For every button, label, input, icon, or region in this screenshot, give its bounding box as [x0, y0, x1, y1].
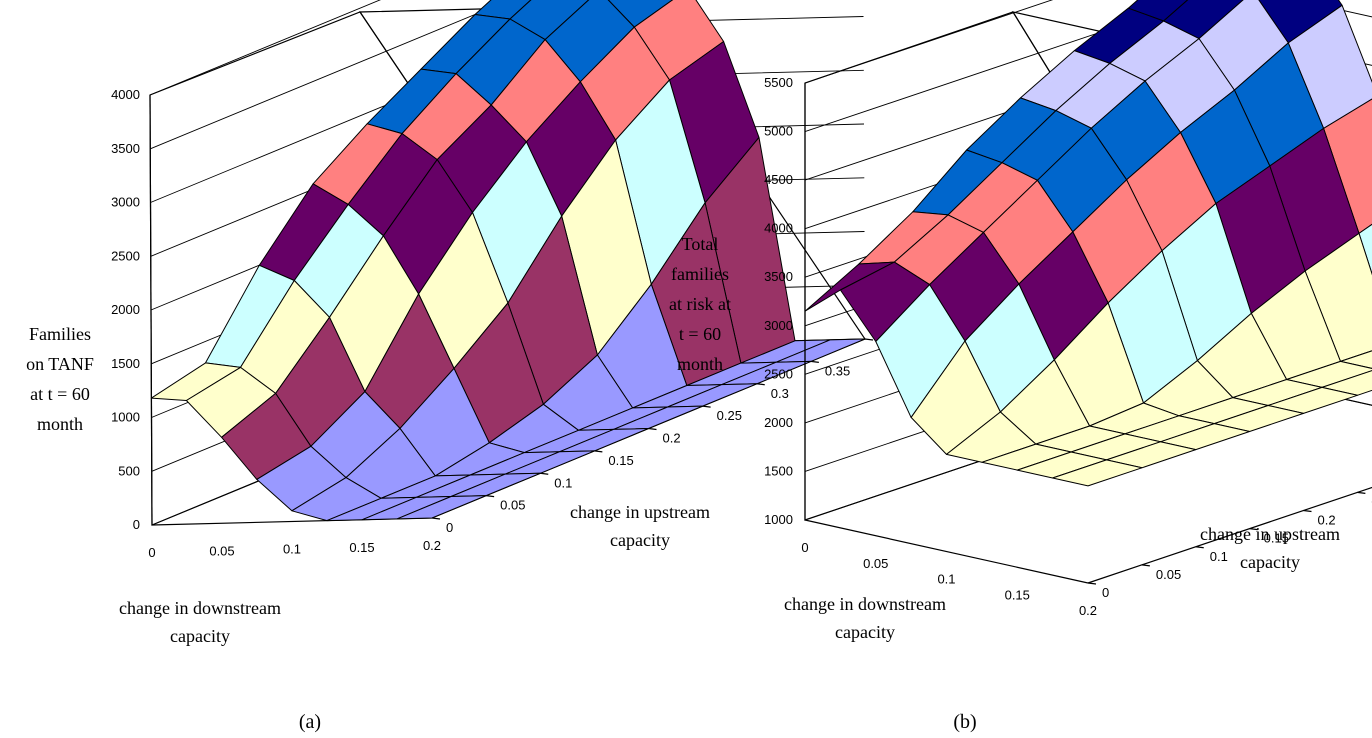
y-tick-mark [1195, 546, 1204, 549]
y-tick-label: 0 [446, 520, 453, 535]
z-axis-title: Total families at risk at t = 60 month [669, 234, 731, 374]
x-tick-label: 0.2 [1079, 603, 1097, 618]
y-tick-label: 0.15 [608, 453, 633, 468]
y-tick-mark [1141, 564, 1150, 567]
x-axis-line [804, 519, 1089, 584]
panel-caption: (b) [953, 711, 976, 733]
y-tick-mark [756, 383, 765, 386]
y-axis-title: change in upstream capacity [1200, 524, 1340, 572]
x-tick-label: 0.05 [209, 543, 234, 558]
y-tick-label: 0.2 [1318, 513, 1336, 528]
z-tick-label: 1500 [764, 463, 793, 478]
panel-a: 0 500 1000 1500 2000 2500 3000 3500 4000 0 0.05 0.1… [26, 0, 897, 733]
z-tick-label: 3500 [764, 269, 793, 284]
x-tick-label: 0.05 [863, 556, 888, 571]
z-tick-label: 4000 [764, 221, 793, 236]
z-tick-label: 2000 [764, 415, 793, 430]
z-axis-line [149, 94, 153, 526]
y-tick-mark [1303, 509, 1312, 513]
z-axis-title: Families on TANF at t = 60 month [26, 324, 94, 434]
y-axis-title: change in upstream capacity [570, 502, 710, 550]
z-tick-label: 2500 [111, 248, 140, 263]
z-tick-label: 1000 [111, 410, 140, 425]
z-gridline [804, 0, 1372, 133]
x-axis-title: change in downstream capacity [119, 598, 281, 646]
z-gridline [150, 0, 512, 150]
z-tick-label: 2500 [764, 366, 793, 381]
y-tick-label: 0.15 [1264, 531, 1289, 546]
surface-cell [1358, 223, 1372, 276]
z-tick-label: 3500 [111, 141, 140, 156]
z-tick-label: 3000 [111, 195, 140, 210]
surface-cell [1052, 459, 1143, 487]
surface-cell [396, 495, 487, 520]
x-tick-label: 0.15 [1005, 587, 1030, 602]
z-tick-label: 500 [118, 463, 140, 478]
y-tick-mark [648, 427, 657, 431]
y-tick-mark [431, 517, 441, 520]
y-tick-label: 0.3 [771, 386, 789, 401]
z-tick-label: 5500 [764, 75, 793, 90]
y-tick-label: 0 [1102, 585, 1109, 600]
z-tick-label: 0 [133, 517, 140, 532]
z-gridline [804, 0, 1054, 84]
x-axis-title: change in downstream capacity [784, 594, 946, 642]
y-tick-label: 0.35 [825, 363, 850, 378]
y-tick-mark [540, 472, 549, 475]
y-tick-label: 0.2 [663, 431, 681, 446]
y-tick-mark [702, 405, 711, 408]
z-tick-label: 1000 [764, 512, 793, 527]
x-tick-label: 0 [148, 545, 155, 560]
x-tick-label: 0.1 [283, 542, 301, 557]
panel-caption: (a) [299, 711, 321, 733]
z-tick-label: 3000 [764, 318, 793, 333]
z-tick-label: 4000 [111, 87, 140, 102]
y-tick-mark [1357, 491, 1366, 494]
x-tick-label: 0.1 [937, 572, 955, 587]
y-tick-mark [486, 495, 495, 498]
x-tick-label: 0.2 [423, 538, 441, 553]
y-tick-mark [1087, 582, 1097, 585]
y-tick-mark [810, 360, 819, 363]
y-tick-label: 0.1 [1210, 549, 1228, 564]
y-tick-label: 0.1 [554, 475, 572, 490]
y-tick-label: 0.05 [1156, 567, 1181, 582]
z-tick-label: 2000 [111, 302, 140, 317]
y-tick-mark [864, 338, 874, 341]
z-tick-label: 5000 [764, 124, 793, 139]
y-tick-label: 0.05 [500, 498, 525, 513]
z-tick-label: 1500 [111, 356, 140, 371]
panel-b: 1000 1500 2000 2500 3000 3500 4000 4500 5000 5500… [669, 0, 1372, 733]
x-tick-label: 0 [801, 540, 808, 555]
z-tick-label: 4500 [764, 172, 793, 187]
y-tick-label: 0.25 [717, 408, 742, 423]
x-tick-label: 0.15 [349, 540, 374, 555]
y-tick-mark [594, 450, 603, 453]
y-tick-mark [1249, 528, 1258, 531]
z-gridline [149, 0, 381, 96]
